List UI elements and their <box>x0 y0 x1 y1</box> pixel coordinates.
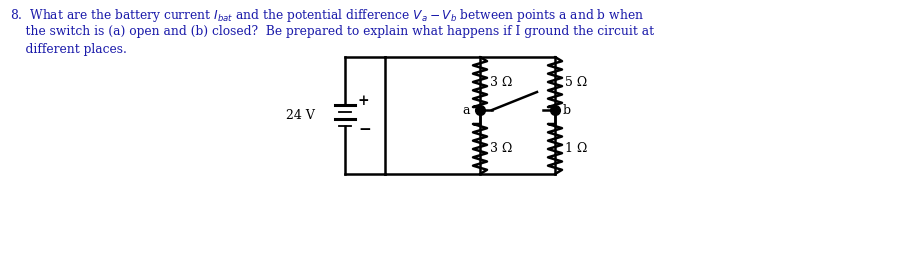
Text: −: − <box>357 123 370 137</box>
Text: the switch is (a) open and (b) closed?  Be prepared to explain what happens if I: the switch is (a) open and (b) closed? B… <box>10 25 653 38</box>
Text: b: b <box>562 104 571 117</box>
Text: 24 V: 24 V <box>286 109 314 122</box>
Text: 3 Ω: 3 Ω <box>490 142 512 155</box>
Text: +: + <box>357 94 369 108</box>
Text: different places.: different places. <box>10 43 127 56</box>
Text: 1 Ω: 1 Ω <box>564 142 586 155</box>
Text: 8.  What are the battery current $I_{bat}$ and the potential difference $V_a - V: 8. What are the battery current $I_{bat}… <box>10 7 643 24</box>
Text: 5 Ω: 5 Ω <box>564 76 586 88</box>
Text: 3 Ω: 3 Ω <box>490 76 512 88</box>
Text: a: a <box>462 104 470 117</box>
